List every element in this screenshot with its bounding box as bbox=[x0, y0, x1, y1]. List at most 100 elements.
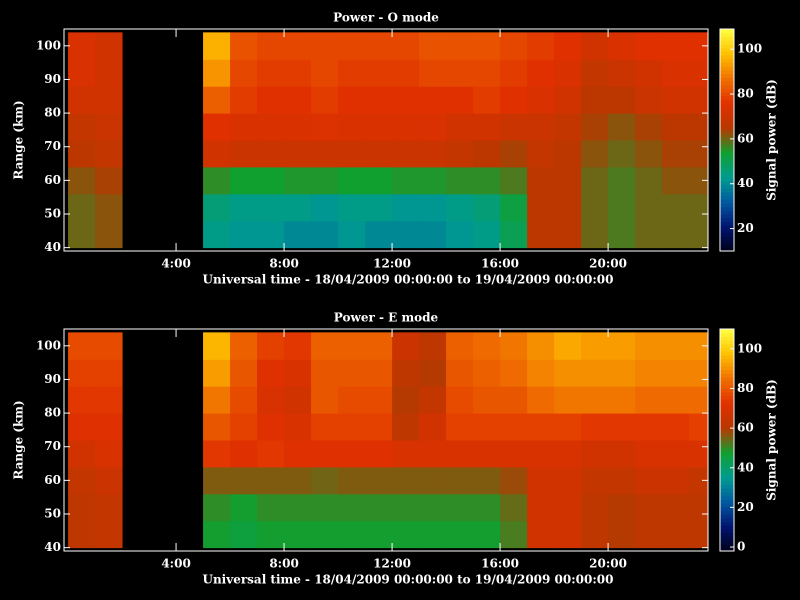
colorbar-tick-label: 100 bbox=[737, 341, 762, 355]
heat-cell bbox=[230, 520, 258, 549]
heat-cell bbox=[257, 493, 285, 522]
heat-cell bbox=[662, 86, 690, 114]
y-axis-label: Range (km) bbox=[12, 400, 26, 479]
colorbar-segment bbox=[720, 539, 734, 545]
heat-cell bbox=[581, 332, 609, 360]
heat-cell bbox=[311, 359, 339, 387]
heat-cell bbox=[203, 140, 231, 168]
heat-cell bbox=[500, 413, 528, 441]
colorbar-segment bbox=[720, 202, 734, 208]
heat-cell bbox=[527, 59, 555, 87]
colorbar-segment bbox=[720, 43, 734, 49]
colorbar-segment bbox=[720, 228, 734, 234]
heat-cell bbox=[662, 59, 690, 87]
heat-cell bbox=[608, 440, 636, 468]
heat-cell bbox=[473, 413, 501, 441]
heat-cell bbox=[68, 113, 96, 141]
heat-cell bbox=[392, 166, 420, 195]
heat-cell bbox=[527, 359, 555, 387]
colorbar-segment bbox=[720, 347, 734, 352]
heat-cell bbox=[392, 413, 420, 441]
heat-cell bbox=[257, 86, 285, 114]
heat-cell bbox=[365, 332, 393, 360]
heat-cell bbox=[338, 359, 366, 387]
colorbar-segment bbox=[720, 462, 734, 467]
colorbar-segment bbox=[720, 125, 734, 130]
heat-cell bbox=[689, 493, 708, 522]
x-tick-label: 12:00 bbox=[373, 257, 411, 271]
colorbar-segment bbox=[720, 369, 734, 374]
heat-cell bbox=[473, 32, 501, 60]
heat-cell bbox=[365, 113, 393, 141]
heatmap-cells bbox=[68, 32, 708, 249]
heat-cell bbox=[392, 193, 420, 222]
heat-cell bbox=[203, 440, 231, 468]
colorbar-segment bbox=[720, 58, 734, 63]
x-tick-label: 8:00 bbox=[269, 557, 298, 571]
heat-cell bbox=[554, 466, 582, 495]
heat-cell bbox=[581, 466, 609, 495]
heat-cell bbox=[230, 220, 258, 249]
heat-cell bbox=[284, 113, 312, 141]
heat-cell bbox=[554, 359, 582, 387]
heat-cell bbox=[500, 32, 528, 60]
colorbar-segment bbox=[720, 225, 734, 230]
heat-cell bbox=[500, 166, 528, 195]
heat-cell bbox=[230, 440, 258, 468]
y-axis-label: Range (km) bbox=[12, 100, 26, 179]
heat-cell bbox=[662, 113, 690, 141]
colorbar-segment bbox=[720, 477, 734, 482]
colorbar-label: Signal power (dB) bbox=[765, 379, 779, 501]
heat-cell bbox=[473, 493, 501, 522]
heat-cell bbox=[581, 440, 609, 468]
colorbar-segment bbox=[720, 495, 734, 500]
heat-cell bbox=[635, 59, 663, 87]
heat-cell bbox=[365, 140, 393, 168]
colorbar-segment bbox=[720, 362, 734, 367]
heat-cell bbox=[689, 166, 708, 195]
heat-cell bbox=[203, 359, 231, 387]
heat-cell bbox=[68, 440, 96, 468]
heat-cell bbox=[203, 193, 231, 222]
y-tick-label: 60 bbox=[44, 473, 61, 487]
heat-cell bbox=[635, 493, 663, 522]
heat-cell bbox=[68, 32, 96, 60]
colorbar-segment bbox=[720, 391, 734, 397]
heat-cell bbox=[689, 193, 708, 222]
heat-cell bbox=[473, 140, 501, 168]
heat-cell bbox=[338, 32, 366, 60]
colorbar-segment bbox=[720, 128, 734, 134]
colorbar-segment bbox=[720, 243, 734, 248]
heat-cell bbox=[338, 440, 366, 468]
heat-cell bbox=[338, 59, 366, 87]
heat-cell bbox=[473, 220, 501, 249]
colorbar-segment bbox=[720, 417, 734, 423]
heat-cell bbox=[392, 440, 420, 468]
colorbar-segment bbox=[720, 36, 734, 41]
heat-cell bbox=[635, 440, 663, 468]
heat-cell bbox=[527, 193, 555, 222]
heat-cell bbox=[365, 493, 393, 522]
colorbar-segment bbox=[720, 239, 734, 245]
heat-cell bbox=[689, 32, 708, 60]
heat-cell bbox=[581, 32, 609, 60]
heat-cell bbox=[365, 86, 393, 114]
heat-cell bbox=[257, 332, 285, 360]
heat-cell bbox=[689, 466, 708, 495]
heat-cell bbox=[527, 86, 555, 114]
heat-cell bbox=[446, 59, 474, 87]
colorbar-segment bbox=[720, 428, 734, 434]
colorbar-segment bbox=[720, 151, 734, 156]
heat-cell bbox=[68, 166, 96, 195]
heat-cell bbox=[554, 220, 582, 249]
heat-cell bbox=[662, 359, 690, 387]
heat-cell bbox=[203, 220, 231, 249]
heat-cell bbox=[284, 59, 312, 87]
heat-cell bbox=[419, 193, 447, 222]
y-tick-label: 70 bbox=[44, 139, 61, 153]
heat-cell bbox=[473, 520, 501, 549]
colorbar-segment bbox=[720, 384, 734, 389]
plot-title: Power - O mode bbox=[333, 11, 439, 25]
heat-cell bbox=[608, 86, 636, 114]
